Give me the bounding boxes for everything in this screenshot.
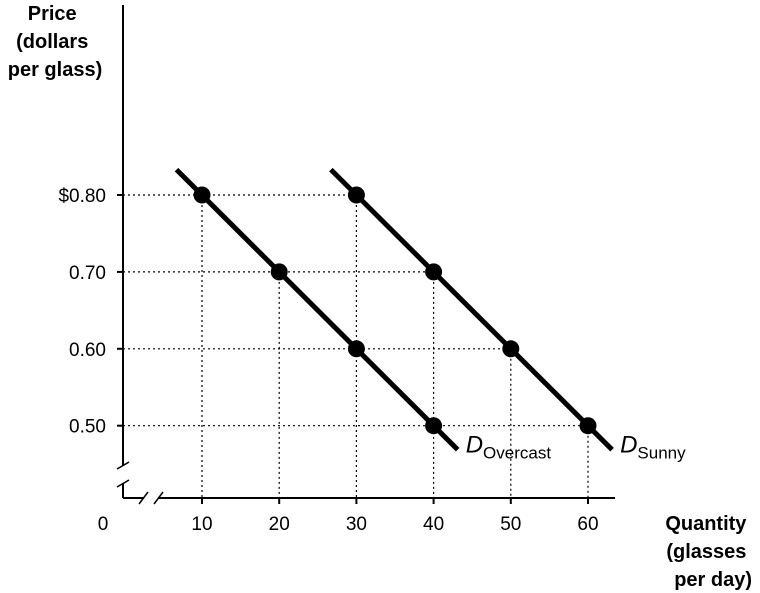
axes [122, 5, 615, 499]
point-overcast-3 [425, 417, 443, 435]
axis-break-marks [116, 461, 164, 505]
y-tick-label-3: 0.50 [69, 417, 106, 438]
x-tick-label-4: 50 [500, 514, 521, 535]
x-axis-title-line-1: Quantity [665, 513, 747, 535]
y-axis-break-mark-1 [116, 461, 130, 470]
point-sunny-1 [425, 263, 443, 281]
series-line-overcast [174, 167, 460, 452]
axis-ticks: $0.80 0.70 0.60 0.50 10 20 30 40 50 60 [58, 186, 598, 535]
x-tick-label-1: 20 [269, 514, 290, 535]
x-axis-title-line-3: per day) [674, 569, 752, 591]
origin-label: 0 [98, 514, 109, 535]
x-tick-label-3: 40 [423, 514, 444, 535]
y-tick-label-2: 0.60 [69, 340, 106, 361]
point-sunny-3 [579, 417, 597, 435]
series-label-sunny: DSunny [620, 432, 686, 463]
y-tick-label-0: $0.80 [58, 186, 106, 207]
y-axis-break-mark-2 [116, 479, 130, 488]
x-tick-label-0: 10 [191, 514, 212, 535]
series-label-overcast: DOvercast [466, 432, 552, 463]
y-axis-title-line-3: per glass) [8, 59, 102, 81]
x-axis-title-line-2: (glasses [666, 541, 746, 563]
x-tick-label-5: 60 [577, 514, 598, 535]
x-axis-break-mark-1 [138, 491, 149, 505]
series-line-sunny [329, 167, 614, 452]
series-group [174, 167, 614, 452]
series-labels: DOvercast DSunny [466, 432, 686, 463]
x-axis-break-mark-2 [153, 491, 164, 505]
x-tick-label-2: 30 [346, 514, 367, 535]
y-tick-label-1: 0.70 [69, 263, 106, 284]
x-axis-title: Quantity (glasses per day) [665, 513, 752, 591]
y-axis-title: Price (dollars per glass) [8, 3, 102, 81]
y-axis-title-line-1: Price [28, 3, 77, 25]
point-sunny-0 [347, 186, 365, 204]
point-sunny-2 [502, 340, 520, 358]
point-overcast-2 [347, 340, 365, 358]
point-overcast-1 [270, 263, 288, 281]
y-axis-title-line-2: (dollars [16, 31, 88, 53]
point-overcast-0 [193, 186, 211, 204]
